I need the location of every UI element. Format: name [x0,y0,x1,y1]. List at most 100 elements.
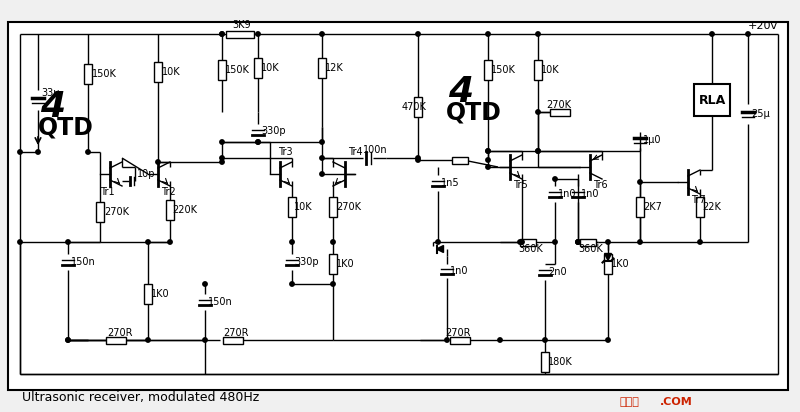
Text: 150n: 150n [208,297,233,307]
Text: Tr3: Tr3 [278,147,293,157]
Circle shape [445,338,450,342]
Circle shape [518,240,522,244]
Bar [254,58,262,78]
Text: 1µ0: 1µ0 [643,135,662,145]
Bar [8,22,788,390]
Circle shape [553,177,558,181]
Circle shape [36,150,40,154]
Text: Tr7: Tr7 [691,195,706,205]
Circle shape [156,160,160,164]
Circle shape [331,282,335,286]
Bar [520,239,536,246]
Text: 10K: 10K [261,63,280,73]
Text: 1K0: 1K0 [151,289,170,299]
Bar [96,202,104,222]
Circle shape [542,338,547,342]
Circle shape [320,32,324,36]
Bar [288,197,296,217]
Text: Tr6: Tr6 [593,180,608,190]
Circle shape [698,240,702,244]
Text: 10K: 10K [294,202,313,212]
Circle shape [486,149,490,153]
Text: 33µ: 33µ [41,88,59,98]
Circle shape [256,32,260,36]
Bar [580,239,596,246]
Circle shape [290,240,294,244]
Circle shape [256,140,260,144]
Text: +20v: +20v [748,21,778,31]
Text: 1K0: 1K0 [611,259,630,269]
Text: 1n0: 1n0 [558,189,577,199]
Text: 100n: 100n [363,145,388,155]
Text: 3K9: 3K9 [232,20,250,30]
Bar [106,337,126,344]
Bar [414,97,422,117]
Circle shape [220,32,224,36]
Text: 4: 4 [40,90,65,124]
Bar [329,197,337,217]
Circle shape [220,32,224,36]
Circle shape [18,150,22,154]
Text: Tr2: Tr2 [161,187,176,197]
Circle shape [331,240,335,244]
Text: 270K: 270K [546,100,571,110]
Text: QTD: QTD [38,115,94,139]
Circle shape [486,165,490,169]
Circle shape [498,338,502,342]
Circle shape [220,156,224,160]
Text: 180K: 180K [548,357,573,367]
Circle shape [66,338,70,342]
Text: 25µ: 25µ [751,109,770,119]
Circle shape [638,180,642,184]
Text: 470K: 470K [402,102,427,112]
Text: 360K: 360K [518,244,542,254]
Circle shape [486,158,490,162]
Text: .COM: .COM [660,397,693,407]
Bar [604,254,612,274]
Circle shape [606,240,610,244]
Circle shape [66,240,70,244]
Circle shape [290,282,294,286]
Bar [154,62,162,82]
Circle shape [520,240,524,244]
Bar [84,64,92,84]
Text: 2K7: 2K7 [643,202,662,212]
Circle shape [320,156,324,160]
Circle shape [638,240,642,244]
Text: 1K0: 1K0 [336,259,354,269]
Text: 150K: 150K [225,65,250,75]
Text: RLA: RLA [698,94,726,106]
Circle shape [220,140,224,144]
Circle shape [606,338,610,342]
Text: 270K: 270K [336,202,361,212]
Circle shape [416,32,420,36]
Text: 330p: 330p [261,126,286,136]
Bar [696,197,704,217]
Circle shape [256,140,260,144]
Bar [329,254,337,274]
Circle shape [203,338,207,342]
Text: 270K: 270K [104,207,129,217]
Text: 10p: 10p [137,169,155,179]
Circle shape [86,150,90,154]
Circle shape [320,172,324,176]
Text: Tr5: Tr5 [513,180,528,190]
Circle shape [416,158,420,162]
Text: 360K: 360K [578,244,602,254]
Text: QTD: QTD [446,100,502,124]
Text: 12K: 12K [325,63,344,73]
Bar [484,60,492,80]
Bar [636,197,644,217]
Bar [166,200,174,220]
Circle shape [203,282,207,286]
Text: Ultrasonic receiver, modulated 480Hz: Ultrasonic receiver, modulated 480Hz [22,391,259,405]
Text: 10K: 10K [162,67,181,77]
Text: 1n0: 1n0 [450,266,469,276]
Text: 22K: 22K [702,202,721,212]
Bar [226,30,254,37]
Circle shape [576,240,580,244]
Text: 150n: 150n [71,257,96,267]
Bar [218,60,226,80]
Text: Tr4: Tr4 [348,147,362,157]
Bar [550,108,570,115]
